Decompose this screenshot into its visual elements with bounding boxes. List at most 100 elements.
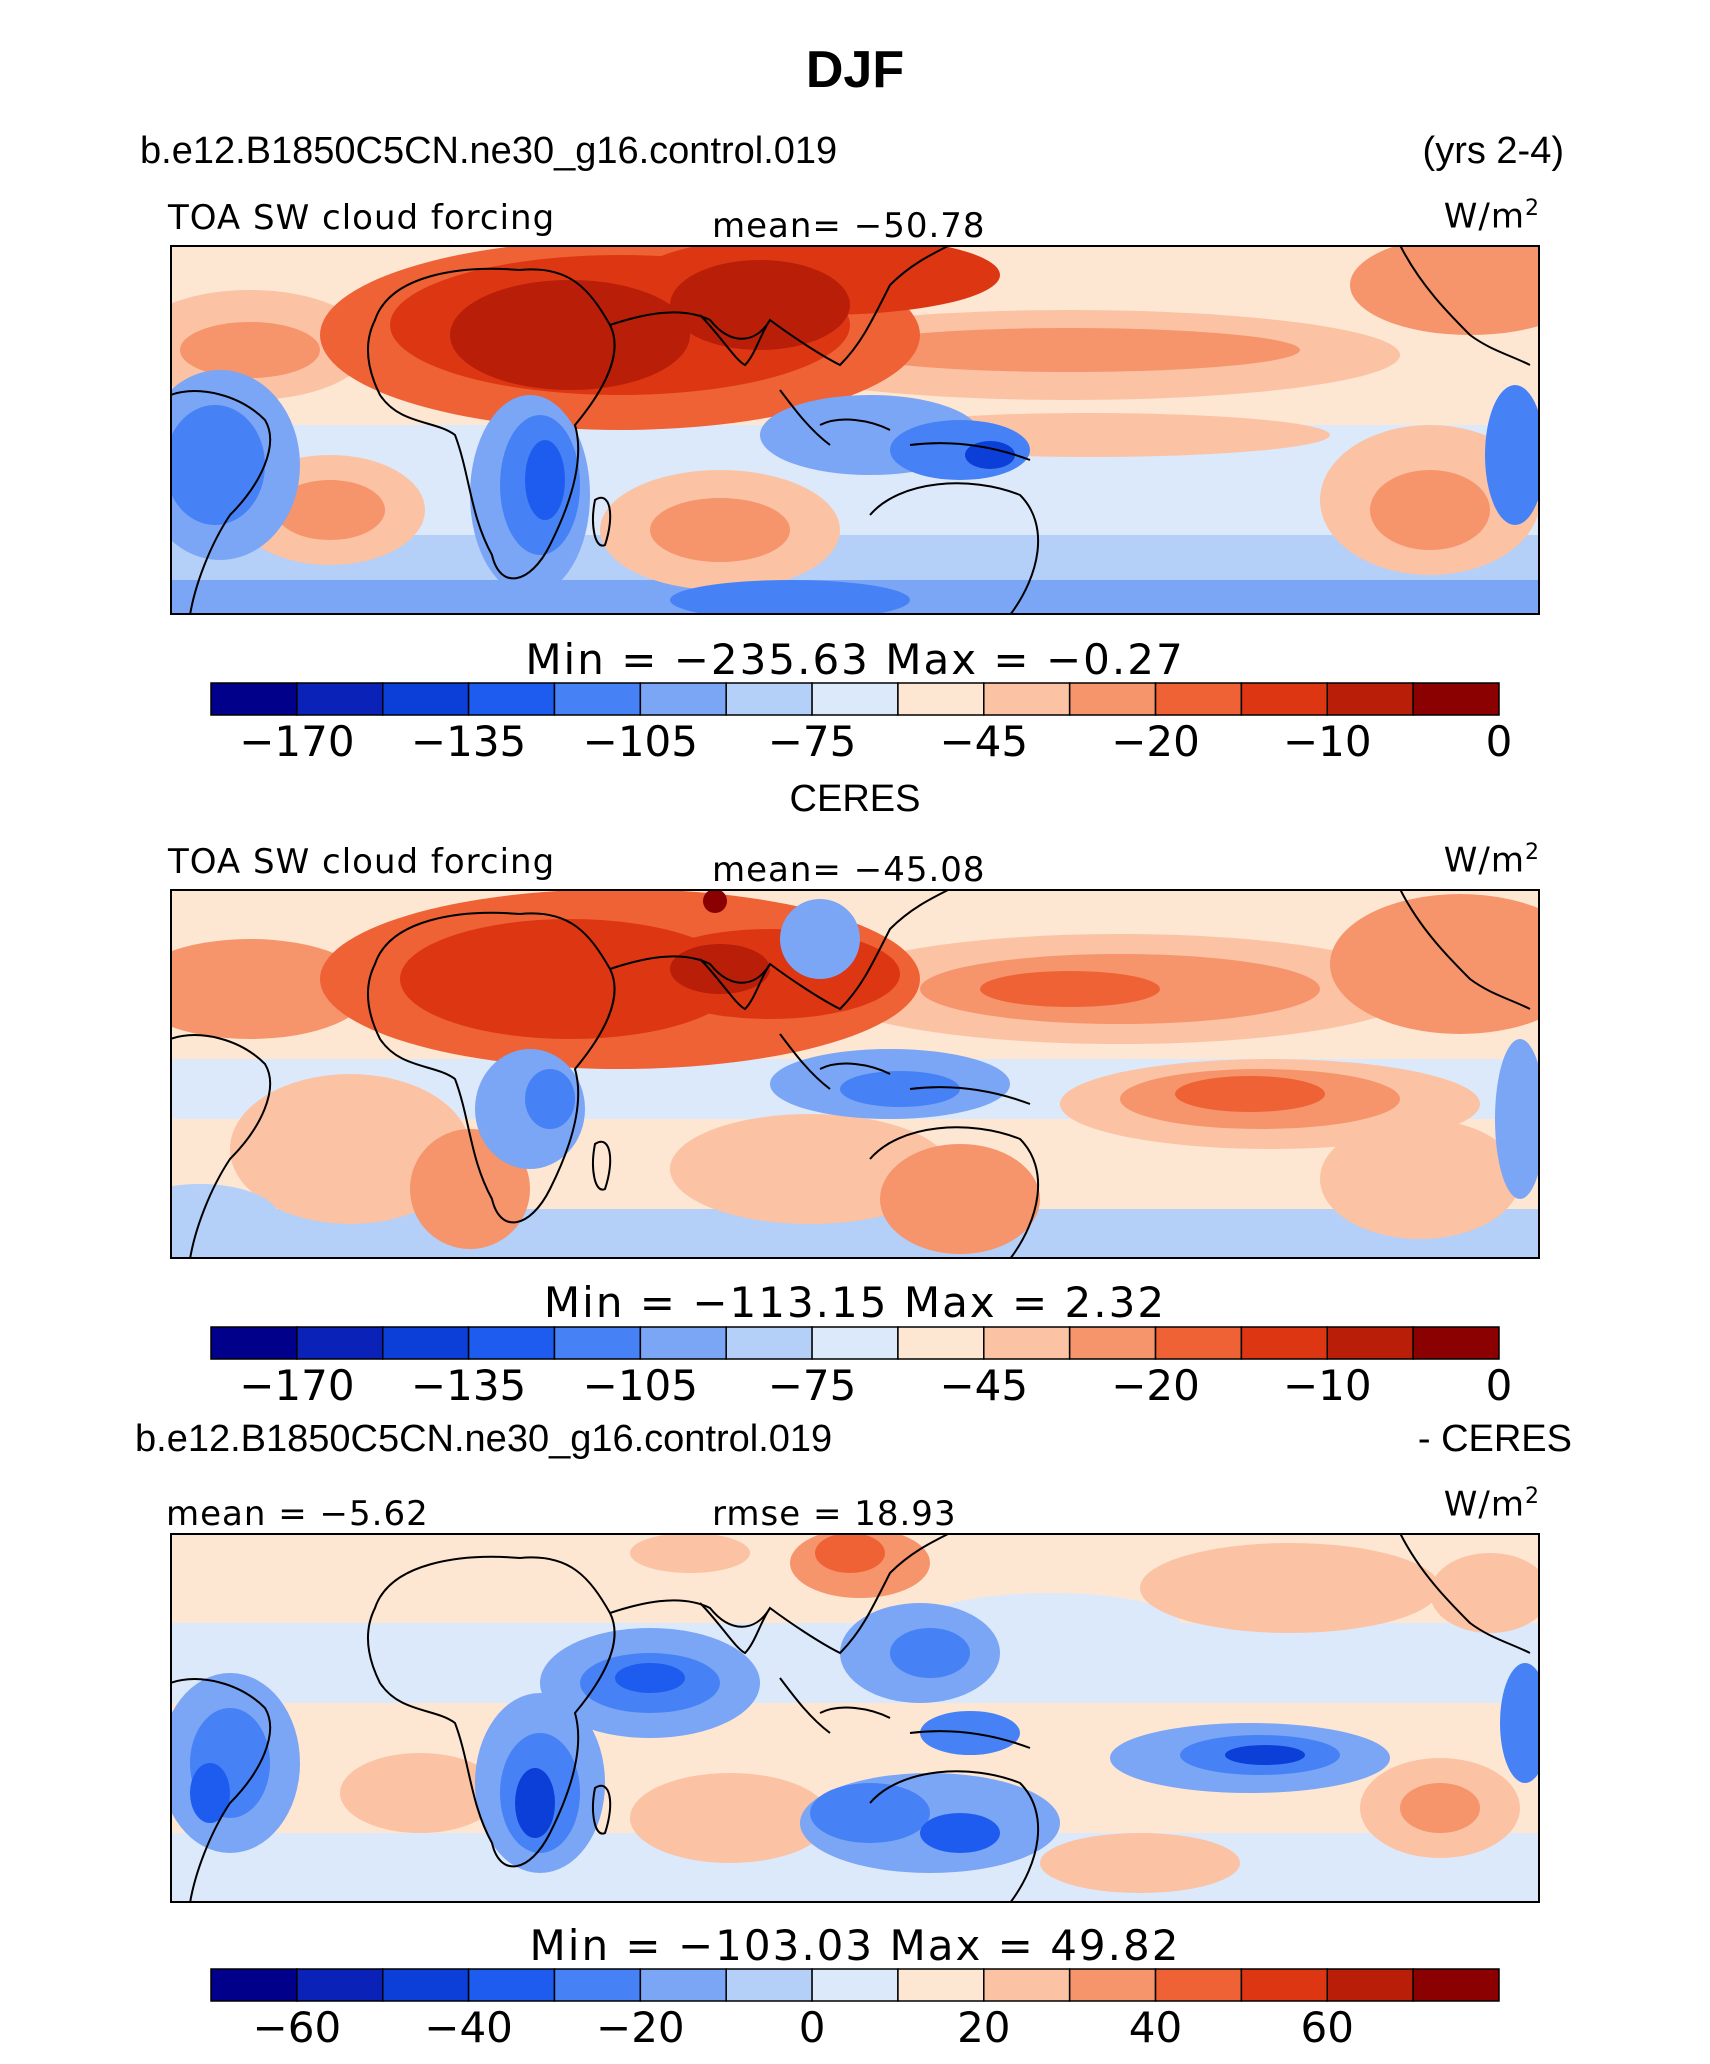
map-frame	[170, 1533, 1540, 1903]
panel-1-map	[170, 245, 1540, 615]
colorbar-swatch	[210, 682, 298, 716]
colorbar-swatch	[1412, 1968, 1500, 2002]
north-america-coast	[1399, 889, 1531, 1010]
colorbar-tick-label: 60	[1300, 2003, 1354, 2052]
colorbar-swatch	[1240, 682, 1329, 716]
colorbar-swatch	[1326, 682, 1414, 716]
field	[890, 1628, 970, 1678]
field	[1040, 1833, 1240, 1893]
field	[1500, 1663, 1540, 1783]
field	[670, 1114, 950, 1224]
colorbar-tick-label: −20	[1111, 717, 1200, 766]
colorbar-swatch	[467, 682, 556, 716]
field	[703, 889, 727, 913]
panel-2-mean-label: mean= −45.08	[712, 850, 986, 890]
colorbar-swatch	[553, 682, 642, 716]
colorbar-swatch	[1326, 1968, 1414, 2002]
australia-coast	[869, 482, 1040, 615]
map-frame	[170, 889, 1540, 1259]
coastlines	[170, 1533, 1531, 1903]
madagascar	[592, 1784, 612, 1835]
field	[525, 1069, 575, 1129]
colorbar-swatch	[897, 1326, 985, 1360]
colorbar-tick-label: −20	[596, 2003, 685, 2052]
field	[180, 322, 320, 378]
colorbar-tick-label: 40	[1128, 2003, 1183, 2052]
colorbar-swatch	[1154, 1968, 1243, 2002]
colorbar-swatch	[1240, 1326, 1329, 1360]
panel-2-minmax: Min = −113.15 Max = 2.32	[543, 1278, 1167, 1327]
field	[980, 971, 1160, 1007]
asia-coast	[609, 1533, 951, 1655]
field	[1140, 1543, 1440, 1633]
field	[340, 1753, 500, 1833]
panel-3-minmax: Min = −103.03 Max = 49.82	[529, 1921, 1181, 1970]
panel-3-units-label: W/m2	[1443, 1484, 1540, 1525]
asia-coast	[609, 889, 951, 1011]
colorbar-swatch	[639, 682, 727, 716]
colorbar-tick-label: −60	[252, 2003, 342, 2052]
panel-3-minus-ceres: - CERES	[1417, 1418, 1572, 1460]
colorbar-swatch	[1412, 682, 1500, 716]
colorbar-swatch	[811, 1968, 899, 2002]
panel-3-colorbar-ticks: −60 −40 −20 0 20 40 60	[210, 2003, 1500, 2055]
colorbar-swatch	[725, 682, 813, 716]
colorbar-swatch	[639, 1326, 727, 1360]
india-coast	[699, 1602, 771, 1655]
colorbar-swatch	[811, 682, 899, 716]
colorbar-tick-label: −75	[767, 1361, 857, 1410]
panel-1-years: (yrs 2-4)	[1422, 130, 1564, 172]
field	[170, 1184, 280, 1254]
colorbar-swatch	[725, 1326, 813, 1360]
field	[780, 899, 860, 979]
colorbar-swatch	[639, 1968, 727, 2002]
colorbar-swatch	[553, 1968, 642, 2002]
asia-coast	[609, 245, 951, 367]
field	[450, 280, 690, 390]
colorbar-swatch	[811, 1326, 899, 1360]
field	[1485, 385, 1540, 525]
field	[880, 1144, 1040, 1254]
field	[965, 441, 1015, 469]
colorbar-swatch	[1068, 1968, 1157, 2002]
colorbar-swatch	[897, 682, 985, 716]
field	[810, 1783, 930, 1843]
colorbar-swatch	[296, 682, 384, 716]
field	[1430, 1553, 1540, 1633]
field	[400, 919, 740, 1039]
coastlines	[170, 889, 1531, 1259]
panel-1-colorbar	[210, 682, 1500, 716]
colorbar-swatch	[983, 682, 1071, 716]
field	[670, 580, 910, 615]
colorbar-tick-label: 20	[957, 2003, 1011, 2052]
colorbar-swatch	[1326, 1326, 1414, 1360]
colorbar-tick-label: −45	[939, 717, 1029, 766]
colorbar-swatch	[725, 1968, 813, 2002]
field	[615, 1663, 685, 1693]
field	[170, 405, 265, 525]
india-coast	[699, 314, 771, 367]
colorbar-swatch	[1068, 1326, 1157, 1360]
maritime-continent	[779, 389, 1031, 461]
colorbar-swatch	[210, 1968, 298, 2002]
panel-2-units-label: W/m2	[1443, 840, 1540, 881]
south-america-coast	[170, 1034, 271, 1259]
map-frame	[170, 245, 1540, 615]
colorbar-swatch	[983, 1326, 1071, 1360]
panel-1-minmax: Min = −235.63 Max = −0.27	[525, 635, 1185, 684]
colorbar-swatch	[296, 1326, 384, 1360]
colorbar-tick-label: −105	[582, 1361, 698, 1410]
south-america-coast	[170, 1678, 271, 1903]
field	[1495, 1039, 1540, 1199]
page-title: DJF	[805, 41, 905, 99]
field	[670, 260, 850, 350]
panel-2-colorbar	[210, 1326, 1500, 1360]
field	[630, 1773, 830, 1863]
panel-1-case-name: b.e12.B1850C5CN.ne30_g16.control.019	[140, 130, 838, 172]
field	[840, 1071, 960, 1107]
field	[650, 498, 790, 562]
colorbar-tick-label: −75	[767, 717, 857, 766]
panel-2-colorbar-ticks: −170 −135 −105 −75 −45 −20 −10 0	[210, 1361, 1512, 1413]
africa-coast	[367, 911, 616, 1224]
colorbar-swatch	[553, 1326, 642, 1360]
